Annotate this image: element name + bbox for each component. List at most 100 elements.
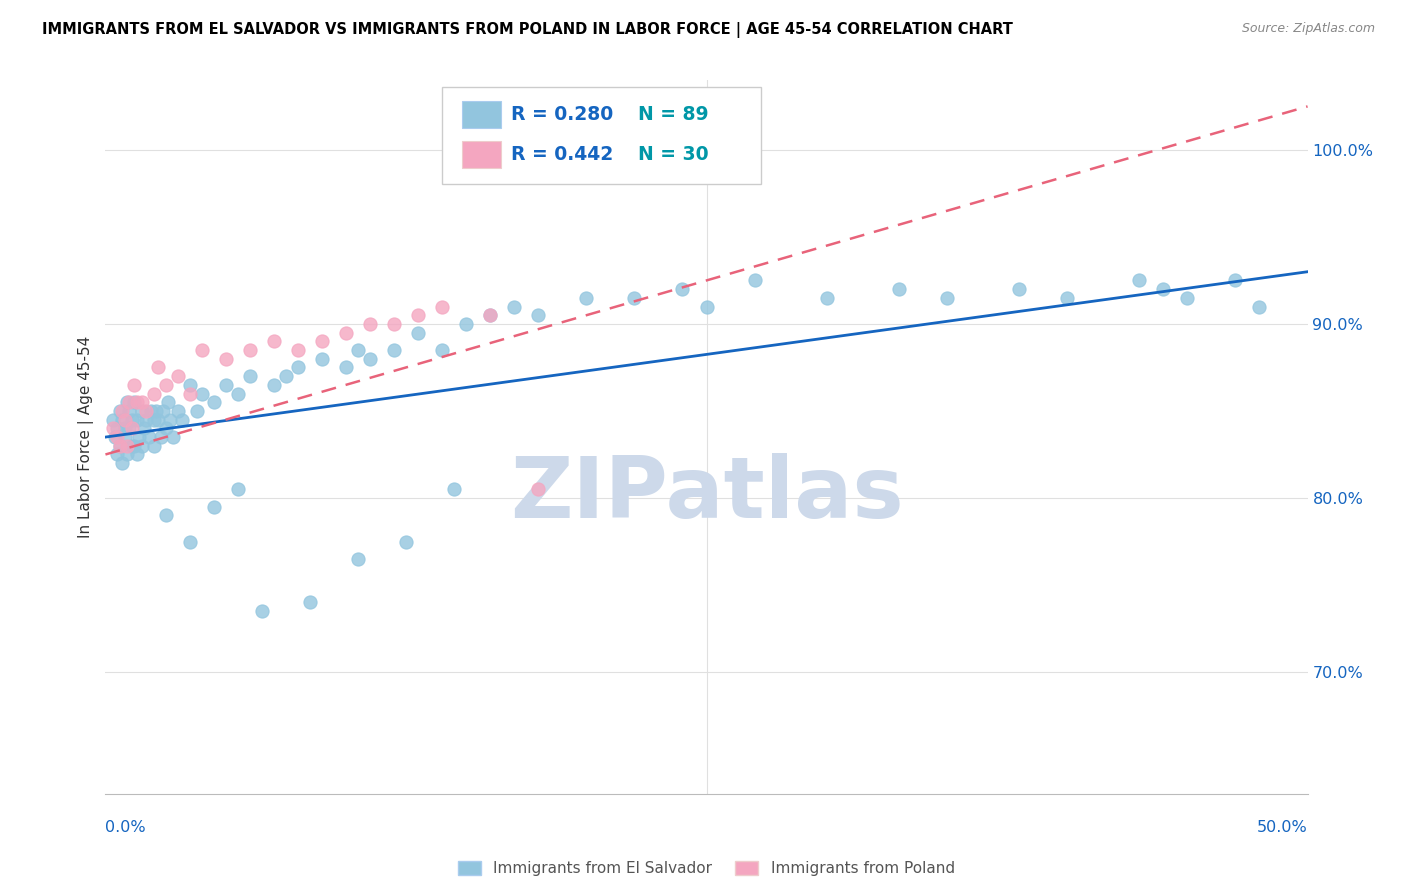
- Point: [131, 439, 153, 453]
- Point: [347, 343, 370, 357]
- Point: [115, 439, 138, 453]
- Point: [263, 334, 285, 349]
- Point: [131, 395, 153, 409]
- Point: [166, 369, 188, 384]
- Point: [202, 395, 225, 409]
- Point: [179, 386, 201, 401]
- Point: [479, 308, 502, 322]
- Point: [575, 291, 598, 305]
- Point: [131, 404, 153, 418]
- Text: 0.0%: 0.0%: [105, 820, 146, 835]
- Text: R = 0.442: R = 0.442: [510, 145, 613, 164]
- Point: [142, 412, 165, 426]
- Text: N = 30: N = 30: [638, 145, 709, 164]
- Point: [135, 404, 157, 418]
- Point: [124, 439, 146, 453]
- Point: [111, 404, 134, 418]
- Point: [335, 360, 357, 375]
- Point: [527, 308, 550, 322]
- Point: [936, 291, 959, 305]
- Point: [186, 404, 208, 418]
- Point: [359, 317, 381, 331]
- Point: [145, 404, 167, 418]
- Point: [298, 595, 321, 609]
- Point: [382, 317, 405, 331]
- Point: [671, 282, 693, 296]
- Point: [124, 395, 146, 409]
- Point: [107, 421, 129, 435]
- Point: [114, 430, 136, 444]
- Point: [156, 395, 179, 409]
- Point: [125, 412, 148, 426]
- Point: [149, 430, 172, 444]
- Point: [125, 448, 148, 462]
- Point: [274, 369, 297, 384]
- Point: [744, 273, 766, 287]
- Point: [121, 412, 143, 426]
- Point: [479, 308, 502, 322]
- Text: N = 89: N = 89: [638, 105, 709, 124]
- Point: [214, 351, 236, 366]
- Point: [382, 343, 405, 357]
- Point: [263, 377, 285, 392]
- Point: [155, 377, 177, 392]
- Point: [108, 404, 131, 418]
- Point: [443, 483, 465, 497]
- Point: [148, 412, 170, 426]
- Point: [118, 395, 141, 409]
- Point: [114, 421, 136, 435]
- Text: IMMIGRANTS FROM EL SALVADOR VS IMMIGRANTS FROM POLAND IN LABOR FORCE | AGE 45-54: IMMIGRANTS FROM EL SALVADOR VS IMMIGRANT…: [42, 22, 1014, 38]
- Point: [179, 534, 201, 549]
- Point: [139, 404, 162, 418]
- Point: [135, 412, 157, 426]
- Point: [118, 404, 141, 418]
- Point: [623, 291, 645, 305]
- Point: [287, 343, 309, 357]
- Point: [239, 369, 262, 384]
- Point: [108, 439, 131, 453]
- Point: [430, 343, 453, 357]
- Point: [172, 412, 194, 426]
- Point: [1249, 300, 1271, 314]
- Point: [138, 430, 160, 444]
- Point: [128, 430, 150, 444]
- Point: [142, 439, 165, 453]
- Point: [1056, 291, 1078, 305]
- Point: [335, 326, 357, 340]
- Point: [190, 343, 212, 357]
- FancyBboxPatch shape: [441, 87, 761, 184]
- Point: [166, 404, 188, 418]
- Y-axis label: In Labor Force | Age 45-54: In Labor Force | Age 45-54: [79, 336, 94, 538]
- Point: [815, 291, 838, 305]
- Point: [125, 395, 148, 409]
- Point: [104, 430, 127, 444]
- Point: [148, 360, 170, 375]
- Point: [347, 552, 370, 566]
- Point: [190, 386, 212, 401]
- Point: [124, 377, 146, 392]
- Bar: [463, 101, 501, 128]
- Point: [155, 508, 177, 523]
- Text: ZIPatlas: ZIPatlas: [509, 452, 904, 536]
- Point: [430, 300, 453, 314]
- Point: [101, 421, 124, 435]
- Text: R = 0.280: R = 0.280: [510, 105, 613, 124]
- Point: [1175, 291, 1198, 305]
- Point: [287, 360, 309, 375]
- Point: [142, 386, 165, 401]
- Point: [395, 534, 418, 549]
- Point: [406, 326, 429, 340]
- Bar: [463, 141, 501, 168]
- Point: [406, 308, 429, 322]
- Text: 50.0%: 50.0%: [1257, 820, 1308, 835]
- Point: [107, 448, 129, 462]
- Point: [527, 483, 550, 497]
- Point: [311, 334, 333, 349]
- Point: [239, 343, 262, 357]
- Point: [250, 604, 273, 618]
- Point: [152, 404, 174, 418]
- Point: [115, 395, 138, 409]
- Legend: Immigrants from El Salvador, Immigrants from Poland: Immigrants from El Salvador, Immigrants …: [453, 855, 960, 882]
- Point: [111, 456, 134, 470]
- Point: [162, 430, 184, 444]
